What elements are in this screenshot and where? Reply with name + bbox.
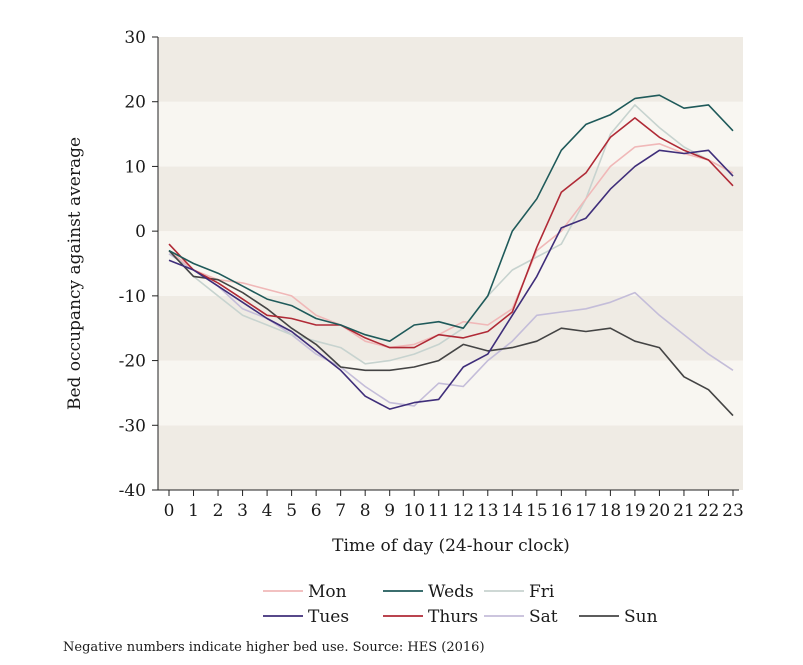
legend-item-weds: Weds (383, 582, 474, 602)
x-tick-label: 4 (262, 501, 273, 521)
legend-label: Sat (529, 607, 558, 627)
grid-bands (158, 37, 743, 490)
x-tick-label: 17 (575, 501, 597, 521)
series-line-sun (168, 250, 734, 417)
x-tick-label: 20 (649, 501, 671, 521)
x-tick-label: 14 (501, 501, 523, 521)
series-line-tues (168, 149, 734, 410)
x-tick-label: 11 (428, 501, 450, 521)
legend-label: Tues (308, 607, 349, 627)
legend-item-fri: Fri (484, 582, 555, 602)
x-tick-label: 6 (311, 501, 322, 521)
x-axis-title: Time of day (24-hour clock) (332, 536, 570, 556)
legend-label: Thurs (428, 607, 478, 627)
legend-item-sun: Sun (579, 607, 658, 627)
x-tick-label: 13 (477, 501, 499, 521)
y-axis-title: Bed occupancy against average (65, 137, 85, 410)
grid-band (158, 360, 743, 426)
x-tick-label: 2 (213, 501, 224, 521)
x-tick-label: 18 (600, 501, 622, 521)
y-tick-label: 30 (124, 28, 146, 48)
x-tick-label: 1 (188, 501, 199, 521)
y-tick-label: 0 (135, 222, 146, 242)
x-tick-label: 15 (526, 501, 548, 521)
y-tick-label: -20 (119, 352, 146, 372)
x-tick-label: 9 (384, 501, 395, 521)
y-tick-label: 10 (124, 157, 146, 177)
legend-item-tues: Tues (263, 607, 349, 627)
x-tick-label: 10 (403, 501, 425, 521)
x-tick-label: 21 (673, 501, 695, 521)
y-tick-label: -10 (119, 287, 146, 307)
legend-item-mon: Mon (263, 582, 347, 602)
legend-label: Mon (308, 582, 347, 602)
y-tick-label: -30 (119, 416, 146, 436)
x-tick-label: 7 (335, 501, 346, 521)
grid-band (158, 166, 743, 232)
grid-band (158, 231, 743, 296)
x-tick-label: 19 (624, 501, 646, 521)
series-line-sat (168, 253, 734, 407)
legend-label: Sun (624, 607, 658, 627)
footnote: Negative numbers indicate higher bed use… (63, 640, 485, 655)
x-tick-label: 22 (698, 501, 720, 521)
x-tick-label: 23 (722, 501, 744, 521)
grid-band (158, 37, 743, 102)
x-tick-label: 3 (237, 501, 248, 521)
x-tick-label: 8 (360, 501, 371, 521)
legend-label: Weds (428, 582, 474, 602)
x-tick-label: 0 (164, 501, 175, 521)
grid-band (158, 425, 743, 490)
legend-item-sat: Sat (484, 607, 558, 627)
legend-label: Fri (529, 582, 555, 602)
legend: Mon Weds Fri Tues Thurs Sat Sun (263, 582, 658, 627)
series-line-thurs (168, 117, 734, 349)
y-tick-label: -40 (119, 481, 146, 501)
series-line-mon (168, 143, 734, 349)
series-layer (168, 94, 734, 417)
x-tick-label: 5 (286, 501, 297, 521)
legend-item-thurs: Thurs (383, 607, 478, 627)
y-tick-label: 20 (124, 93, 146, 113)
x-tick-label: 16 (551, 501, 573, 521)
x-tick-label: 12 (452, 501, 474, 521)
series-line-weds (168, 94, 734, 343)
grid-band (158, 101, 743, 167)
